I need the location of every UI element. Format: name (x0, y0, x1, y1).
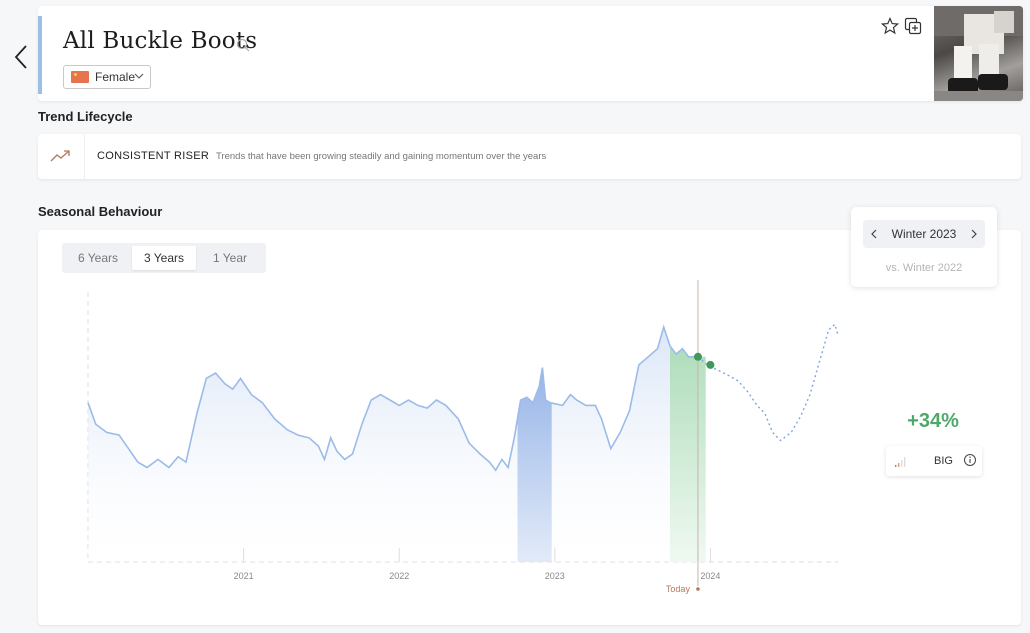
gender-label: Female (95, 70, 136, 84)
accent-bar (38, 16, 42, 94)
lifecycle-section-title: Trend Lifecycle (38, 109, 133, 124)
season-comparison-card: Winter 2023 vs. Winter 2022 (851, 207, 997, 287)
tick-label-2022: 2022 (389, 571, 409, 581)
season-compare-label: vs. Winter 2022 (885, 262, 963, 274)
highlight-range-green (670, 346, 706, 562)
star-icon[interactable] (881, 17, 899, 35)
highlight-range-blue (517, 367, 552, 562)
today-dot (696, 587, 700, 591)
trend-photo (934, 6, 1023, 101)
actual-area (88, 327, 698, 562)
seasonal-chart: Today 2021 2022 2023 2024 (87, 280, 839, 594)
season-picker: Winter 2023 (863, 220, 985, 248)
range-tabs: 6 Years 3 Years 1 Year (62, 243, 266, 273)
lifecycle-card: CONSISTENT RISER Trends that have been g… (38, 134, 1021, 179)
marker-2 (706, 360, 715, 369)
forecast-line (697, 323, 839, 442)
chevron-left-icon[interactable] (868, 228, 880, 240)
tick-label-2023: 2023 (545, 571, 565, 581)
size-label: BIG (934, 455, 953, 467)
gender-select[interactable]: Female (63, 65, 151, 89)
growth-value: +34% (907, 410, 959, 432)
trend-size-badge: BIG (886, 446, 982, 476)
tab-1-year[interactable]: 1 Year (212, 251, 248, 265)
trending-up-icon (50, 150, 70, 162)
signal-bars-icon (895, 457, 906, 467)
add-to-board-icon[interactable] (904, 17, 922, 35)
seasonal-section-title: Seasonal Behaviour (38, 204, 163, 219)
lifecycle-description: Trends that have been growing steadily a… (216, 151, 547, 162)
lifecycle-icon-wrap (38, 134, 85, 179)
trend-header: All Buckle Boots Female (38, 6, 1023, 101)
actual-line (87, 324, 698, 472)
back-arrow-icon[interactable] (10, 42, 34, 72)
trend-photo-illustration (934, 6, 1023, 101)
chevron-down-icon (134, 73, 144, 79)
tick-label-2024: 2024 (700, 571, 720, 581)
tab-3-years[interactable]: 3 Years (132, 246, 196, 270)
today-label: Today (666, 584, 691, 594)
page-title: All Buckle Boots (63, 28, 258, 54)
marker-1 (693, 352, 702, 361)
lifecycle-name: CONSISTENT RISER (97, 150, 210, 162)
flag-icon (71, 71, 89, 83)
tab-6-years[interactable]: 6 Years (77, 251, 119, 265)
search-icon[interactable] (236, 38, 250, 52)
info-icon[interactable] (963, 453, 977, 467)
season-label: Winter 2023 (891, 227, 957, 241)
chevron-right-icon[interactable] (968, 228, 980, 240)
tick-label-2021: 2021 (234, 571, 254, 581)
seasonal-chart-card: Today 2021 2022 2023 2024 6 Years 3 Years 1 Y… (38, 230, 1021, 625)
